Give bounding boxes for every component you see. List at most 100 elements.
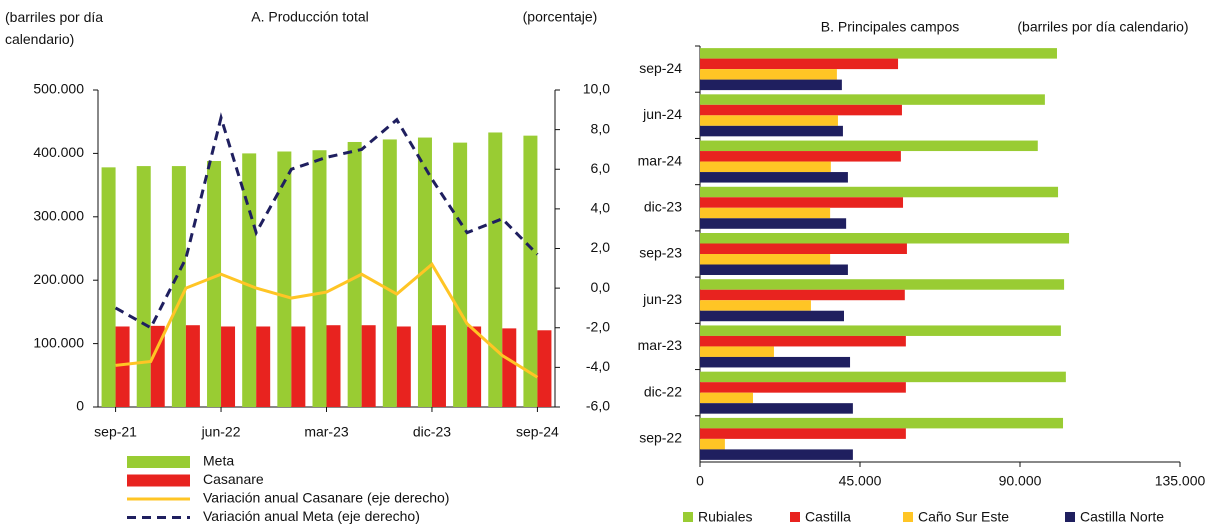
- y2-tick-label: 8,0: [591, 120, 611, 136]
- bar: [523, 135, 538, 407]
- bar: [700, 140, 1038, 152]
- legend-label: Casanare: [203, 471, 264, 487]
- y-tick-label: 100.000: [33, 334, 84, 350]
- bar: [700, 243, 907, 254]
- chart-title: A. Producción total: [251, 9, 369, 25]
- x-tick-label: 45.000: [839, 473, 882, 489]
- bar: [242, 153, 257, 407]
- legend-label: Rubiales: [698, 509, 752, 525]
- y2-tick-label: 10,0: [583, 81, 610, 97]
- bar: [115, 326, 130, 407]
- y2-tick-label: 0,0: [591, 279, 611, 295]
- y2-tick-label: 6,0: [591, 160, 611, 176]
- y-tick-label: 500.000: [33, 81, 84, 97]
- legend-label: Meta: [203, 453, 234, 469]
- bar: [417, 137, 432, 408]
- bar: [221, 326, 236, 407]
- bar: [700, 310, 844, 322]
- legend-swatch: [127, 456, 190, 468]
- bar: [700, 104, 902, 116]
- bar: [136, 166, 151, 407]
- legend-swatch: [1065, 512, 1075, 522]
- y-tick-label: dic-23: [644, 198, 682, 214]
- bar: [700, 449, 853, 460]
- bar: [150, 325, 165, 407]
- bar: [488, 132, 503, 407]
- bar: [700, 197, 904, 208]
- bar: [700, 325, 1061, 336]
- bar: [700, 254, 831, 265]
- bar: [700, 48, 1057, 59]
- y2-tick-label: 2,0: [591, 239, 611, 255]
- y-tick-label: mar-23: [638, 337, 683, 353]
- bar: [700, 335, 906, 347]
- legend-swatch: [683, 512, 693, 522]
- bar: [502, 328, 517, 407]
- bar: [700, 125, 843, 137]
- bar: [700, 346, 774, 357]
- y-tick-label: 0: [76, 398, 84, 414]
- legend-swatch: [127, 474, 190, 487]
- bar: [431, 325, 446, 407]
- legend-label: Castilla: [805, 509, 851, 525]
- bar: [700, 417, 1064, 429]
- bar: [700, 218, 847, 229]
- y2-axis-label: (porcentaje): [523, 9, 598, 25]
- chart-title: B. Principales campos: [821, 19, 960, 35]
- bar: [700, 161, 831, 173]
- y-tick-label: sep-24: [639, 60, 682, 76]
- bar: [700, 392, 753, 404]
- x-tick-label: sep-21: [94, 424, 137, 440]
- x-tick-label: jun-22: [201, 424, 241, 440]
- y2-tick-label: -4,0: [586, 358, 610, 374]
- y-axis-label: (barriles por día calendario): [5, 9, 104, 47]
- legend-label: Caño Sur Este: [918, 509, 1009, 525]
- bar: [277, 151, 292, 407]
- y-tick-label: dic-22: [644, 383, 682, 399]
- y-tick-label: sep-23: [639, 245, 682, 261]
- x-tick-label: sep-24: [516, 424, 559, 440]
- legend-swatch: [790, 512, 800, 522]
- y-tick-label: mar-24: [638, 152, 683, 168]
- bar: [207, 161, 222, 407]
- bar: [361, 325, 376, 407]
- bar: [171, 166, 186, 407]
- y-tick-label: sep-22: [639, 430, 682, 446]
- legend-swatch: [903, 512, 913, 522]
- bar: [326, 325, 341, 407]
- line: [114, 112, 539, 330]
- bar: [700, 289, 905, 301]
- y-tick-label: jun-24: [642, 106, 682, 122]
- bar: [700, 58, 899, 70]
- bar: [185, 325, 200, 407]
- bar: [700, 172, 848, 183]
- y-tick-label: 400.000: [33, 144, 84, 160]
- bar: [347, 141, 362, 407]
- x-axis-label: (barriles por día calendario): [1017, 19, 1188, 35]
- x-tick-label: 90.000: [999, 473, 1042, 489]
- bar: [700, 382, 906, 393]
- y-tick-label: jun-23: [642, 291, 682, 307]
- legend-label: Castilla Norte: [1080, 509, 1164, 525]
- bar: [700, 279, 1065, 290]
- bar: [453, 142, 468, 407]
- bar: [700, 264, 848, 275]
- x-tick-label: 135.000: [1155, 473, 1206, 489]
- bar: [312, 150, 327, 408]
- bar: [700, 356, 851, 368]
- bar: [467, 326, 482, 407]
- legend-label: Variación anual Meta (eje derecho): [203, 508, 420, 524]
- bar: [291, 326, 306, 407]
- bar: [700, 79, 842, 91]
- y2-tick-label: -2,0: [586, 318, 610, 334]
- bar: [700, 233, 1070, 244]
- bar: [700, 94, 1045, 105]
- bar: [700, 428, 906, 439]
- bar: [700, 403, 853, 414]
- y-tick-label: 200.000: [33, 271, 84, 287]
- bar: [382, 139, 397, 407]
- x-tick-label: dic-23: [413, 424, 451, 440]
- y2-tick-label: -6,0: [586, 398, 610, 414]
